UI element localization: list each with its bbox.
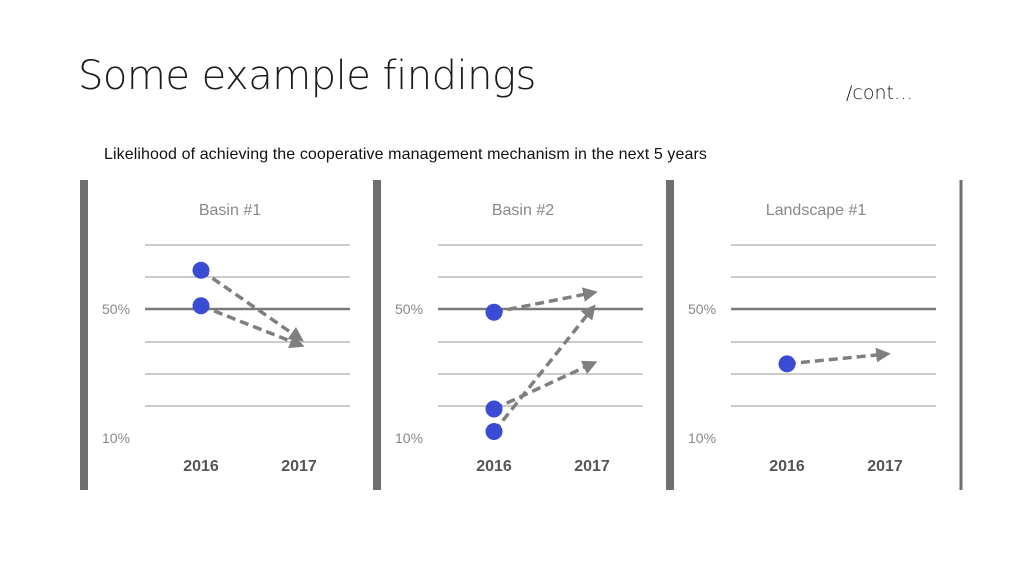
data-point xyxy=(485,423,503,441)
x-tick-label: 2016 xyxy=(183,458,219,475)
x-tick-label: 2017 xyxy=(281,458,317,475)
y-tick-label: 50% xyxy=(395,301,423,317)
chart-title: Likelihood of achieving the cooperative … xyxy=(104,146,708,163)
x-tick-label: 2016 xyxy=(476,458,512,475)
panel-title: Basin #1 xyxy=(199,202,261,219)
y-tick-label: 50% xyxy=(688,301,716,317)
trend-arrow xyxy=(493,287,598,314)
trend-arrow xyxy=(492,304,596,433)
data-point xyxy=(485,400,503,418)
y-tick-label: 10% xyxy=(102,430,130,446)
panel-title: Basin #2 xyxy=(492,202,554,219)
x-tick-label: 2016 xyxy=(769,458,805,475)
data-point xyxy=(192,297,210,315)
trend-arrow xyxy=(200,304,305,349)
y-tick-label: 10% xyxy=(688,430,716,446)
continued-label: /cont… xyxy=(846,82,913,104)
y-tick-label: 10% xyxy=(395,430,423,446)
trend-arrow xyxy=(200,268,304,342)
panel-title: Landscape #1 xyxy=(766,202,867,219)
data-point xyxy=(778,355,796,373)
x-tick-label: 2017 xyxy=(867,458,903,475)
data-point xyxy=(485,303,503,321)
page-title: Some example findings xyxy=(78,53,536,99)
data-point xyxy=(192,261,210,279)
trend-arrow xyxy=(786,347,891,366)
y-tick-label: 50% xyxy=(102,301,130,317)
x-tick-label: 2017 xyxy=(574,458,610,475)
trend-arrow xyxy=(493,360,598,411)
